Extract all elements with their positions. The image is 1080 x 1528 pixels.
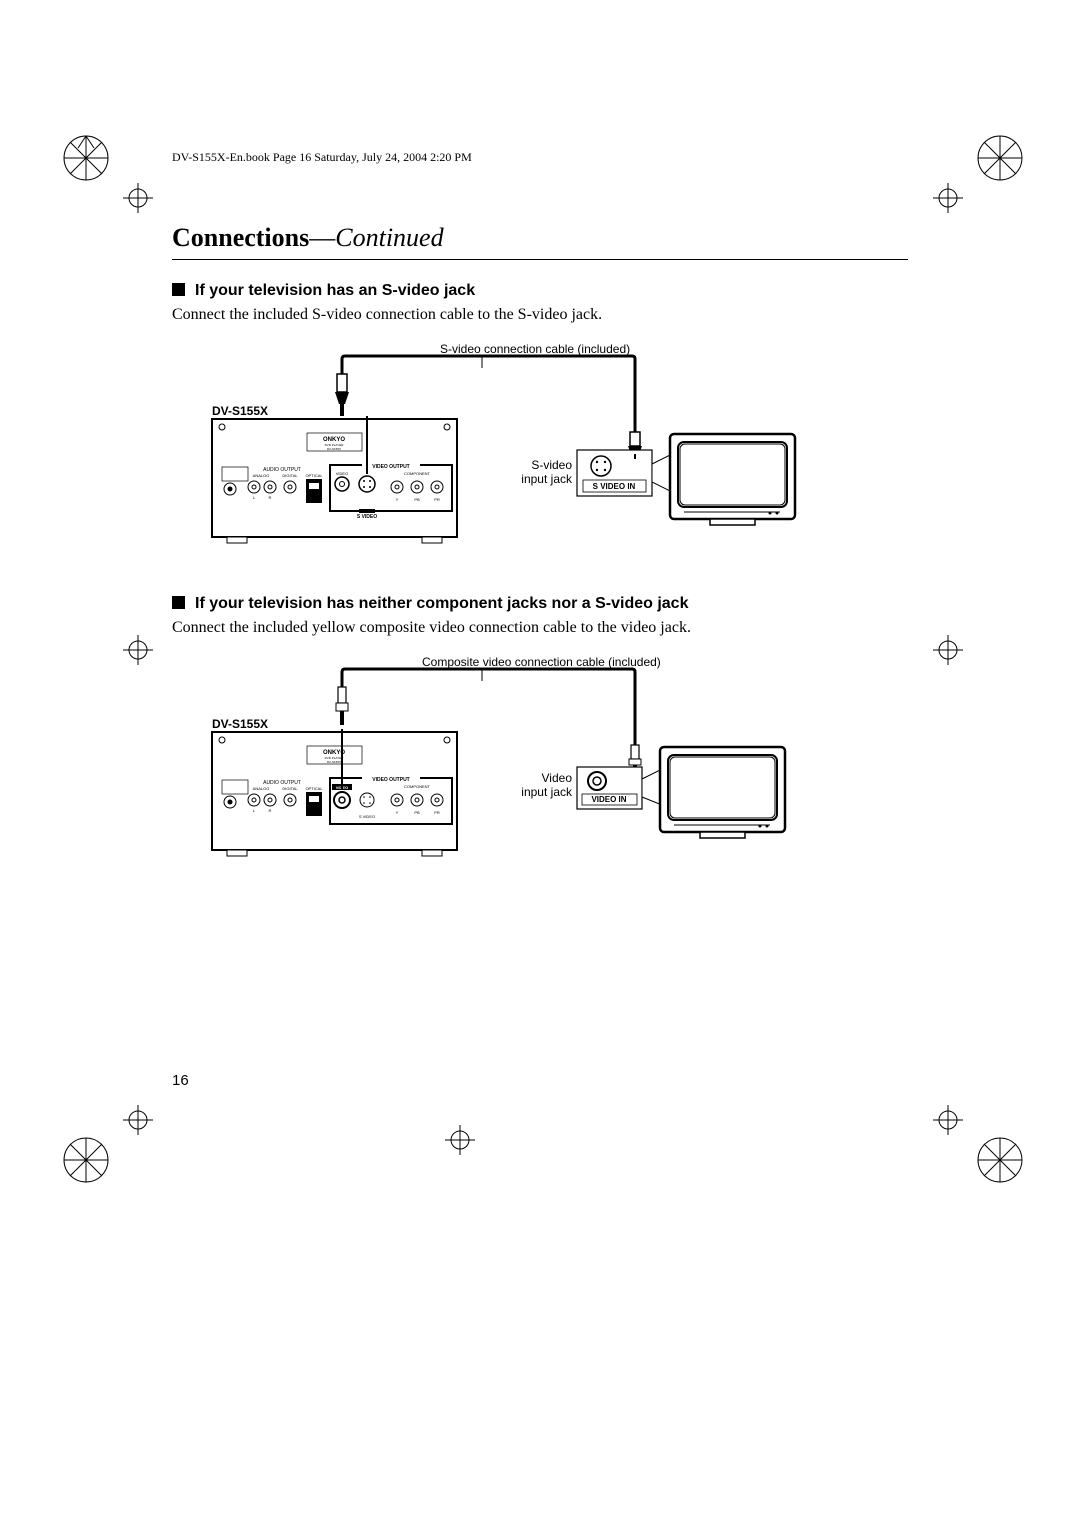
- svg-text:R: R: [269, 808, 272, 813]
- svg-text:S VIDEO: S VIDEO: [357, 514, 377, 520]
- title-main: Connections: [172, 223, 309, 252]
- svg-text:Y: Y: [396, 810, 399, 815]
- title-sep: —: [309, 223, 335, 252]
- svg-text:ANALOG: ANALOG: [253, 786, 270, 791]
- svg-text:R: R: [269, 495, 272, 500]
- svg-text:S VIDEO: S VIDEO: [359, 814, 375, 819]
- page-content: DV-S155X-En.book Page 16 Saturday, July …: [172, 150, 908, 880]
- svg-text:PB: PB: [414, 810, 420, 815]
- diagram-svideo: S-video connection cable (included) DV-S…: [182, 342, 918, 567]
- svg-text:COMPONENT: COMPONENT: [404, 471, 431, 476]
- svg-text:VIDEO OUTPUT: VIDEO OUTPUT: [372, 777, 410, 783]
- svg-text:S VIDEO IN: S VIDEO IN: [593, 482, 636, 491]
- svideo-diagram-svg: ONKYO DVD PLAYER DV-S155X AUDIO OUTPUT A…: [182, 354, 822, 564]
- section2-heading-text: If your television has neither component…: [195, 595, 688, 612]
- bullet-square-icon: [172, 596, 185, 609]
- svg-text:PR: PR: [434, 810, 440, 815]
- svg-text:DIGITAL: DIGITAL: [282, 473, 298, 478]
- svg-text:COMPONENT: COMPONENT: [404, 784, 431, 789]
- section1-heading-text: If your television has an S-video jack: [195, 282, 475, 299]
- svg-text:OPTICAL: OPTICAL: [305, 473, 323, 478]
- crop-mark-bm: [430, 1110, 490, 1170]
- svg-text:Y: Y: [396, 497, 399, 502]
- svg-text:VIDEO OUTPUT: VIDEO OUTPUT: [372, 464, 410, 470]
- bullet-square-icon: [172, 283, 185, 296]
- crop-mark-mr: [930, 620, 1030, 680]
- section1-heading: If your television has an S-video jack: [172, 282, 908, 300]
- diagram-composite: Composite video connection cable (includ…: [182, 655, 918, 880]
- crop-mark-ml: [56, 620, 156, 680]
- book-header: DV-S155X-En.book Page 16 Saturday, July …: [172, 150, 908, 165]
- title-continued: Continued: [335, 223, 443, 252]
- svg-text:PB: PB: [414, 497, 420, 502]
- crop-mark-tl: [56, 128, 156, 228]
- svg-text:PR: PR: [434, 497, 440, 502]
- svg-text:OPTICAL: OPTICAL: [305, 786, 323, 791]
- section2-body: Connect the included yellow composite vi…: [172, 619, 908, 637]
- svg-text:DIGITAL: DIGITAL: [282, 786, 298, 791]
- crop-mark-tr: [930, 128, 1030, 228]
- page-number: 16: [172, 1072, 189, 1089]
- svg-text:ANALOG: ANALOG: [253, 473, 270, 478]
- section2-heading: If your television has neither component…: [172, 595, 908, 613]
- crop-mark-br: [930, 1090, 1030, 1190]
- composite-diagram-svg: ONKYO DVD PLAYER DV-S155X AUDIO OUTPUT A…: [182, 667, 822, 877]
- svg-text:DV-S155X: DV-S155X: [327, 760, 341, 764]
- page-title: Connections—Continued: [172, 223, 908, 260]
- svg-text:DV-S155X: DV-S155X: [327, 447, 341, 451]
- crop-mark-bl: [56, 1090, 156, 1190]
- svg-text:VIDEO: VIDEO: [336, 471, 348, 476]
- svg-text:VIDEO IN: VIDEO IN: [591, 795, 626, 804]
- section1-body: Connect the included S-video connection …: [172, 306, 908, 324]
